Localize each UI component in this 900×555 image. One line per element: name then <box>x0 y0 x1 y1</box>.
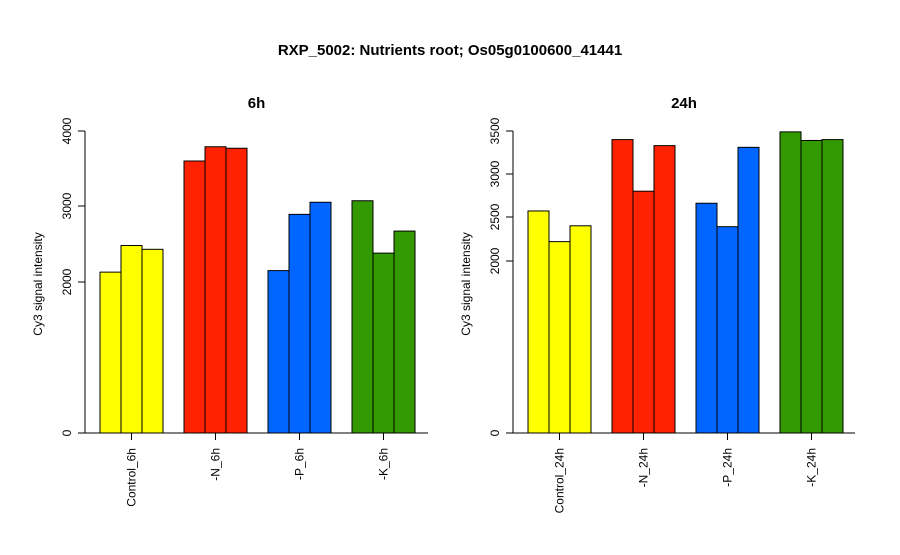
bar <box>716 226 739 434</box>
bar <box>288 213 311 434</box>
y-tick-label: 2500 <box>488 203 502 230</box>
bar <box>99 271 122 434</box>
y-tick-label: 0 <box>60 429 74 436</box>
y-axis-label: Cy3 signal intensity <box>31 232 45 335</box>
bar <box>821 139 844 434</box>
y-axis-label: Cy3 signal intensity <box>459 232 473 335</box>
y-tick-label: 0 <box>488 429 502 436</box>
bar <box>225 147 248 434</box>
x-category-label: -N_6h <box>209 448 223 481</box>
x-category-label: -P_24h <box>721 448 735 487</box>
bar <box>204 146 227 434</box>
bar <box>372 252 395 434</box>
bar <box>267 270 290 434</box>
bar <box>569 225 592 434</box>
bar <box>800 139 823 434</box>
bar <box>695 202 718 434</box>
y-tick-label: 3000 <box>488 160 502 187</box>
bar <box>653 145 676 434</box>
x-category-label: -K_6h <box>377 448 391 480</box>
x-category-label: Control_24h <box>553 448 567 513</box>
x-category-label: Control_6h <box>125 448 139 507</box>
y-tick-label: 3500 <box>488 117 502 144</box>
bar <box>611 139 634 434</box>
bar <box>141 248 164 434</box>
bar <box>393 230 416 434</box>
y-tick-label: 3000 <box>60 192 74 219</box>
panel-24h: 24h Cy3 signal intensity 0 2000 2500 3000 3500… <box>459 95 855 513</box>
y-tick-label: 2000 <box>488 247 502 274</box>
bar <box>737 146 760 434</box>
panel-title: 6h <box>248 95 266 112</box>
x-category-label: -N_24h <box>637 448 651 487</box>
bar <box>779 131 802 434</box>
x-category-label: -K_24h <box>805 448 819 487</box>
bar <box>120 245 143 434</box>
bar <box>309 201 332 434</box>
chart-title: RXP_5002: Nutrients root; Os05g0100600_4… <box>278 42 622 59</box>
bar <box>548 241 571 434</box>
y-tick-label: 4000 <box>60 117 74 144</box>
x-category-label: -P_6h <box>293 448 307 480</box>
panel-title: 24h <box>671 95 697 112</box>
bar <box>632 190 655 434</box>
panel-6h: 6h Cy3 signal intensity 0 2000 3000 4000 Contr… <box>31 95 428 507</box>
bar <box>351 200 374 434</box>
y-tick-label: 2000 <box>60 268 74 295</box>
bar <box>527 210 550 434</box>
bar <box>183 160 206 434</box>
